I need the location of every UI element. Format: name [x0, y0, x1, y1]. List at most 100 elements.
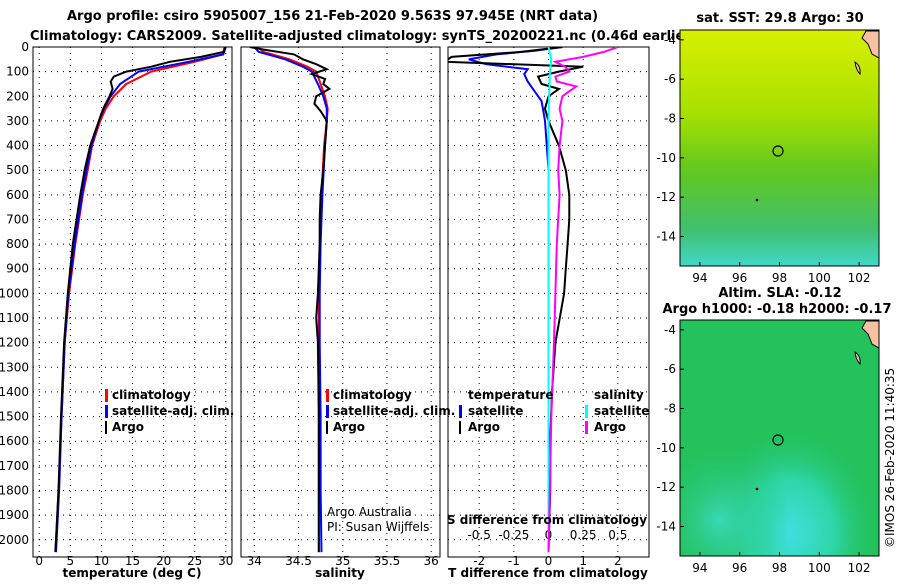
x2-tick-label: -0.25: [498, 528, 529, 542]
map-lat-tick-label: -8: [664, 402, 676, 416]
depth-tick-label: 500: [6, 163, 29, 177]
legend-label-argo: Argo: [112, 420, 144, 434]
x2-tick-label: 0.25: [570, 528, 597, 542]
sst-axis-ticks: 94 96 98 100 102 -4 -6 -8 -10 -12 -14: [656, 33, 870, 285]
legend-label-satellite: satellite-adj. clim.: [112, 404, 234, 418]
sla-dot-icon: [755, 487, 759, 491]
sst-map: [679, 29, 880, 267]
x-tick-label: -2: [473, 554, 485, 568]
legend-swatch-satellite: [105, 405, 108, 418]
map-lat-tick-label: -6: [664, 362, 676, 376]
map-lon-tick-label: 94: [692, 271, 707, 285]
map-lon-tick-label: 98: [772, 271, 787, 285]
depth-tick-label: 2000: [0, 533, 29, 547]
sst-island-icon: [854, 60, 861, 76]
map-lat-tick-label: -12: [656, 190, 676, 204]
depth-tick-label: 1400: [0, 385, 29, 399]
legend-label-satellite: satellite-adj. clim.: [333, 404, 455, 418]
depth-tick-label: 1600: [0, 434, 29, 448]
salinity-xlabel: salinity: [315, 566, 365, 580]
legend-swatch-satellite: [326, 405, 329, 418]
legend-label-climatology: climatology: [333, 388, 412, 402]
map-lat-tick-label: -14: [656, 230, 676, 244]
depth-tick-label: 900: [6, 262, 29, 276]
depth-tick-label: 300: [6, 114, 29, 128]
series-line: [54, 47, 226, 553]
series-line: [448, 47, 584, 553]
x-tick-label: 35: [335, 554, 350, 568]
legend-title-salinity: salinity: [594, 388, 644, 402]
depth-tick-label: 400: [6, 139, 29, 153]
legend-swatch-t-satellite: [459, 405, 462, 418]
map-lat-tick-label: -12: [656, 480, 676, 494]
x-tick-label: 35.5: [374, 554, 401, 568]
x-tick-label: 15: [125, 554, 140, 568]
profile-lines: [54, 47, 619, 553]
depth-tick-label: 1200: [0, 336, 29, 350]
temperature-legend: climatology satellite-adj. clim. Argo: [105, 388, 234, 434]
depth-tick-label: 1000: [0, 286, 29, 300]
x-tick-label: 0: [35, 554, 43, 568]
map-lon-tick-label: 100: [808, 561, 831, 575]
x-tick-label: 2: [614, 554, 622, 568]
difference-legend: temperature satellite Argo salinity sate…: [459, 388, 649, 434]
temperature-xlabel: temperature (deg C): [63, 566, 202, 580]
title-line-1: Argo profile: csiro 5905007_156 21-Feb-2…: [67, 9, 598, 24]
series-line: [54, 47, 227, 553]
map-lon-tick-label: 94: [692, 561, 707, 575]
depth-tick-label: 700: [6, 212, 29, 226]
depth-tick-label: 1100: [0, 311, 29, 325]
legend-label-climatology: climatology: [112, 388, 191, 402]
x-tick-label: 25: [187, 554, 202, 568]
sdiff-xlabel: S difference from climatology: [447, 513, 647, 527]
sla-land-icon: [861, 320, 880, 349]
legend-swatch-t-argo: [459, 421, 461, 434]
map-lon-tick-label: 100: [808, 271, 831, 285]
x2-tick-label: -0.5: [467, 528, 490, 542]
sla-map: [679, 319, 880, 557]
depth-tick-label: 1700: [0, 459, 29, 473]
note-org: Argo Australia: [327, 505, 412, 519]
x-tick-label: 0: [545, 554, 553, 568]
depth-tick-label: 0: [21, 40, 29, 54]
x2-tick-label: 0.5: [608, 528, 627, 542]
map-lon-tick-label: 98: [772, 561, 787, 575]
legend-swatch-s-argo: [585, 421, 588, 434]
legend-label-t-satellite: satellite: [468, 404, 523, 418]
series-line: [249, 47, 332, 553]
legend-swatch-climatology: [105, 389, 108, 402]
x-tick-label: 20: [156, 554, 171, 568]
grid-lines: [33, 46, 649, 557]
x-tick-label: -1: [508, 554, 520, 568]
temperature-panel-frame: [32, 46, 233, 558]
legend-label-s-satellite: satellite: [594, 404, 649, 418]
map-lon-tick-label: 102: [848, 561, 871, 575]
x-tick-label: 1: [579, 554, 587, 568]
legend-label-s-argo: Argo: [594, 420, 626, 434]
sla-map-title-1: Altim. SLA: -0.12: [718, 286, 841, 301]
title-line-2: Climatology: CARS2009. Satellite-adjuste…: [30, 29, 697, 44]
map-lon-tick-label: 96: [732, 271, 747, 285]
map-lon-tick-label: 102: [848, 271, 871, 285]
depth-tick-label: 1300: [0, 360, 29, 374]
salinity-panel-frame: [240, 46, 441, 558]
sst-dot-icon: [755, 198, 759, 202]
tick-labels: 0100200300400500600700800900100011001200…: [0, 40, 627, 568]
map-lon-tick-label: 96: [732, 561, 747, 575]
legend-swatch-s-satellite: [585, 405, 588, 418]
depth-tick-label: 1900: [0, 508, 29, 522]
legend-title-temperature: temperature: [468, 388, 553, 402]
map-lat-tick-label: -4: [664, 323, 676, 337]
depth-tick-label: 100: [6, 65, 29, 79]
legend-swatch-argo: [105, 421, 107, 434]
sla-map-title-2: Argo h1000: -0.18 h2000: -0.17: [662, 302, 891, 317]
series-line: [253, 47, 328, 553]
depth-tick-label: 1500: [0, 410, 29, 424]
depth-tick-label: 600: [6, 188, 29, 202]
series-line: [55, 47, 227, 553]
depth-tick-label: 1800: [0, 483, 29, 497]
x-tick-label: 10: [94, 554, 109, 568]
sla-axis-ticks: 94 96 98 100 102 -4 -6 -8 -10 -12 -14: [656, 323, 870, 575]
map-lat-tick-label: -10: [656, 151, 676, 165]
